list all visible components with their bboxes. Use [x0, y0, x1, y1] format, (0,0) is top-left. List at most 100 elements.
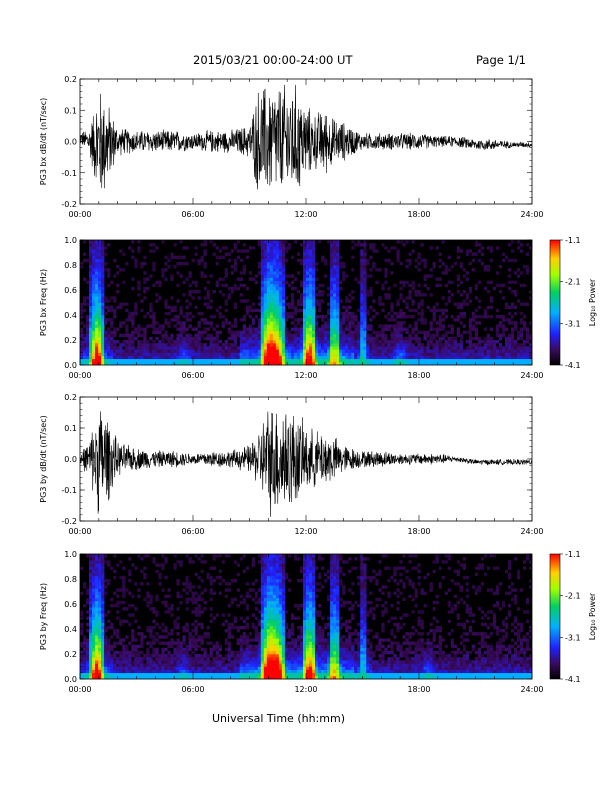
spectrogram-cell	[227, 654, 231, 658]
spectrogram-cell	[176, 352, 180, 356]
spectrogram-cell	[287, 349, 292, 353]
spectrogram-cell	[236, 358, 240, 363]
spectrogram-cell	[269, 563, 274, 567]
spectrogram-cell	[203, 361, 207, 366]
spectrogram-cell	[197, 575, 201, 580]
spectrogram-cell	[504, 327, 509, 331]
spectrogram-cell	[269, 663, 274, 667]
spectrogram-cell	[92, 613, 96, 617]
spectrogram-cell	[269, 240, 274, 244]
spectrogram-cell	[101, 610, 105, 614]
spectrogram-cell	[471, 268, 476, 272]
spectrogram-cell	[309, 255, 313, 260]
spectrogram-cell	[480, 252, 485, 256]
spectrogram-cell	[191, 560, 195, 564]
spectrogram-cell	[140, 644, 144, 649]
spectrogram-cell	[522, 302, 527, 306]
spectrogram-cell	[239, 258, 244, 263]
spectrogram-cell	[504, 318, 509, 322]
spectrogram-cell	[456, 290, 460, 294]
spectrogram-cell	[152, 327, 156, 331]
spectrogram-cell	[200, 669, 204, 674]
spectrogram-cell	[80, 352, 84, 356]
spectrogram-cell	[146, 625, 150, 630]
spectrogram-cell	[230, 635, 234, 639]
spectrogram-cell	[333, 265, 337, 269]
spectrogram-cell	[92, 579, 96, 583]
spectrogram-cell	[423, 274, 427, 278]
spectrogram-cell	[483, 315, 488, 319]
spectrogram-cell	[170, 349, 174, 353]
spectrogram-cell	[131, 255, 135, 260]
spectrogram-cell	[447, 268, 451, 272]
spectrogram-cell	[164, 604, 168, 608]
spectrogram-cell	[345, 358, 349, 363]
spectrogram-cell	[242, 625, 247, 630]
spectrogram-cell	[336, 249, 340, 253]
spectrogram-cell	[239, 672, 244, 677]
spectrogram-cell	[296, 358, 301, 363]
spectrogram-cell	[516, 358, 521, 363]
spectrogram-cell	[278, 243, 283, 247]
spectrogram-cell	[206, 333, 210, 338]
spectrogram-cell	[269, 274, 274, 278]
spectrogram-cell	[209, 660, 213, 664]
spectrogram-cell	[80, 321, 84, 325]
spectrogram-cell	[125, 340, 129, 344]
spectrogram-cell	[306, 246, 310, 250]
spectrogram-cell	[269, 290, 274, 294]
spectrogram-cell	[272, 346, 277, 350]
spectrogram-cell	[119, 321, 123, 325]
spectrogram-cell	[83, 355, 87, 360]
spectrogram-cell	[263, 644, 268, 649]
spectrogram-cell	[194, 246, 198, 250]
spectrogram-cell	[396, 340, 400, 344]
spectrogram-cell	[101, 657, 105, 661]
spectrogram-cell	[98, 268, 102, 272]
spectrogram-cell	[348, 361, 352, 366]
spectrogram-cell	[456, 333, 460, 338]
spectrogram-cell	[92, 246, 96, 250]
spectrogram-cell	[212, 647, 216, 652]
spectrogram-cell	[396, 330, 400, 335]
spectrogram-cell	[375, 268, 379, 272]
spectrogram-cell	[197, 675, 201, 680]
spectrogram-cell	[321, 330, 325, 335]
spectrogram-cell	[242, 330, 247, 335]
spectrogram-cell	[327, 324, 331, 328]
spectrogram-cell	[387, 318, 391, 322]
spectrogram-cell	[375, 340, 379, 344]
spectrogram-cell	[327, 343, 331, 347]
spectrogram-cell	[522, 361, 527, 366]
spectrogram-cell	[263, 607, 268, 611]
spectrogram-cell	[188, 641, 192, 645]
spectrogram-cell	[266, 644, 271, 649]
spectrogram-cell	[504, 302, 509, 306]
spectrogram-cell	[339, 327, 343, 331]
spectrogram-cell	[95, 575, 99, 580]
spectrogram-cell	[275, 647, 280, 652]
spectrogram-cell	[513, 358, 518, 363]
spectrogram-cell	[134, 654, 138, 658]
spectrogram-cell	[513, 293, 518, 297]
spectrogram-cell	[134, 355, 138, 360]
spectrogram-cell	[95, 625, 99, 630]
spectrogram-cell	[149, 243, 153, 247]
spectrogram-cell	[161, 675, 165, 680]
spectrogram-cell	[119, 619, 123, 624]
spectrogram-cell	[92, 352, 96, 356]
spectrogram-cell	[143, 336, 147, 341]
x-tick-label: 18:00	[407, 210, 430, 219]
spectrogram-cell	[146, 346, 150, 350]
spectrogram-cell	[86, 591, 90, 595]
spectrogram-cell	[92, 252, 96, 256]
spectrogram-cell	[309, 321, 313, 325]
spectrogram-cell	[525, 336, 530, 341]
spectrogram-cell	[435, 330, 439, 335]
spectrogram-cell	[522, 349, 527, 353]
spectrogram-cell	[239, 616, 244, 620]
spectrogram-cell	[474, 240, 479, 244]
spectrogram-cell	[263, 336, 268, 341]
spectrogram-cell	[510, 280, 515, 285]
spectrogram-cell	[158, 361, 162, 366]
